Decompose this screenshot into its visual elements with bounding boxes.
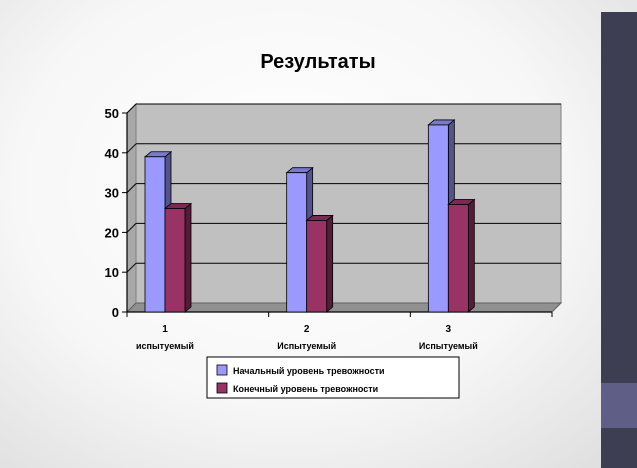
gridline-side xyxy=(126,262,137,273)
y-tick-label: 10 xyxy=(105,265,119,280)
bar-front xyxy=(286,172,308,313)
bar xyxy=(305,214,334,313)
bar-front xyxy=(447,204,469,313)
y-tick-label: 0 xyxy=(112,305,119,320)
legend-swatch xyxy=(216,382,228,394)
y-tick-label: 50 xyxy=(105,106,119,121)
bar xyxy=(163,202,193,313)
x-tick-label-number: 3 xyxy=(446,324,452,335)
legend-label: Конечный уровень тревожности xyxy=(233,384,378,394)
bar-side xyxy=(326,214,334,313)
y-tick-label: 30 xyxy=(105,186,119,201)
gridline-side xyxy=(126,143,137,154)
gridline-side xyxy=(126,223,137,233)
y-tick-label: 20 xyxy=(105,225,119,240)
x-tick-label-text: Испытуемый xyxy=(419,341,478,351)
gridline-side xyxy=(126,103,137,114)
x-tick-label-number: 1 xyxy=(162,324,168,335)
plot-floor xyxy=(125,302,563,313)
y-tick-label: 40 xyxy=(105,146,119,161)
bar-front xyxy=(306,220,328,313)
legend-box xyxy=(206,356,460,399)
legend: Начальный уровень тревожности Конечный ур… xyxy=(206,356,460,399)
bar xyxy=(447,198,476,313)
x-tick-label-text: испытуемый xyxy=(136,341,194,351)
gridline-side xyxy=(126,183,137,193)
plot-back-wall xyxy=(135,103,562,304)
bar-front xyxy=(427,124,449,313)
x-tick-label-number: 2 xyxy=(304,324,310,335)
x-tick-label-text: Испытуемый xyxy=(277,341,336,351)
bar-side xyxy=(467,198,475,313)
bar-side xyxy=(184,202,192,313)
bar-front xyxy=(164,208,186,313)
slide-side-accent xyxy=(601,383,637,428)
legend-swatch xyxy=(216,364,228,376)
chart-title: Результаты xyxy=(260,51,375,73)
legend-label: Начальный уровень тревожности xyxy=(233,366,385,376)
bar-front xyxy=(144,156,166,313)
plot-area: 0 10 20 30 40 50 1 испытуемый 2 Испытуемый 3 Испыту… xyxy=(105,102,563,351)
plot-side-wall xyxy=(126,102,137,314)
